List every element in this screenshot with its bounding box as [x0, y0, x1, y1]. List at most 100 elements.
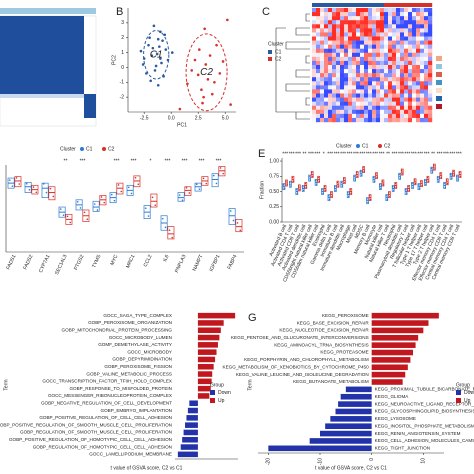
- jitter-dot: [195, 183, 198, 186]
- heatmap-cell: [404, 85, 409, 90]
- heatmap-cell: [352, 81, 357, 86]
- x-tick-label: 10: [421, 458, 427, 464]
- heatmap-cell: [348, 48, 353, 53]
- heatmap-cell: [352, 36, 357, 41]
- heatmap-cell: [388, 52, 393, 58]
- heatmap-cell: [380, 32, 385, 37]
- heatmap-cell: [420, 8, 425, 13]
- heatmap-cell: [344, 85, 349, 90]
- heatmap-cell: [404, 40, 409, 45]
- heatmap-cell: [332, 16, 337, 21]
- heatmap-cell: [364, 73, 369, 78]
- heatmap-cell: [356, 81, 361, 86]
- heatmap-cell: [380, 48, 385, 53]
- heatmap-cell: [392, 52, 397, 58]
- heatmap-cell: [348, 101, 353, 106]
- heatmap-cell: [428, 105, 433, 110]
- heatmap-cell: [328, 48, 333, 53]
- legend-marker: [356, 144, 360, 148]
- heatmap-cell: [356, 97, 361, 102]
- heatmap-cell: [356, 93, 361, 98]
- heatmap-cell: [380, 73, 385, 78]
- jitter-dot: [219, 167, 222, 169]
- bar: [340, 393, 372, 400]
- jitter-dot: [359, 170, 362, 173]
- heatmap-cell: [348, 77, 353, 82]
- heatmap-cell: [420, 89, 425, 94]
- heatmap-cell: [424, 8, 429, 13]
- heatmap-cell: [368, 93, 373, 98]
- jitter-dot: [414, 182, 417, 185]
- jitter-dot: [188, 192, 191, 194]
- jitter-dot: [349, 188, 352, 191]
- heatmap-cell: [428, 12, 433, 17]
- heatmap-cell: [372, 73, 377, 78]
- point: [164, 48, 168, 51]
- term-label: KEGG_GLIOMA: [375, 394, 410, 399]
- heatmap-cell: [352, 109, 357, 115]
- heatmap-cell: [416, 32, 421, 37]
- jitter-dot: [130, 192, 133, 195]
- heatmap-cell: [352, 117, 357, 123]
- bar: [371, 334, 419, 341]
- heatmap-cell: [420, 101, 425, 106]
- heatmap-cell: [376, 44, 381, 49]
- heatmap-cell: [400, 101, 405, 106]
- heatmap-cell: [324, 93, 329, 98]
- heatmap-cell: [360, 97, 365, 102]
- heatmap-cell: [344, 101, 349, 106]
- term-label: KEGG_METABOLISM_OF_XENOBIOTICS_BY_CYTOCH…: [223, 364, 370, 369]
- heatmap-cell: [416, 85, 421, 90]
- heatmap-cell: [356, 101, 361, 106]
- heatmap-cell: [428, 65, 433, 70]
- jitter-dot: [350, 192, 353, 195]
- heatmap-cell: [316, 93, 321, 98]
- panel-label: G: [248, 312, 257, 324]
- heatmap-cell: [388, 20, 393, 25]
- term-label: GOBP_DEPYRIMIDINATION: [112, 357, 172, 362]
- heatmap-cell: [428, 20, 433, 25]
- heatmap-cell: [408, 69, 413, 74]
- side-bar: [436, 96, 442, 101]
- jitter-dot: [292, 180, 295, 182]
- heatmap-cell: [312, 20, 317, 25]
- heatmap-cell: [352, 85, 357, 90]
- heatmap-cell: [324, 32, 329, 37]
- heatmap-cell: [348, 105, 353, 110]
- term-label: GOCC_MICROBODY: [127, 349, 172, 354]
- jitter-dot: [322, 192, 324, 195]
- heatmap-cell: [388, 101, 393, 106]
- bar: [197, 342, 218, 348]
- heatmap-cell: [368, 28, 373, 33]
- heatmap-cell: [388, 89, 393, 94]
- heatmap-cell: [336, 48, 341, 53]
- heatmap-cell: [392, 117, 397, 123]
- jitter-dot: [368, 194, 371, 197]
- heatmap-cell: [348, 85, 353, 90]
- heatmap-cell: [328, 105, 333, 110]
- heatmap-cell: [368, 20, 373, 25]
- heatmap-cell: [420, 113, 425, 119]
- heatmap-cell: [404, 56, 409, 62]
- heatmap-cell: [312, 56, 317, 62]
- heatmap-cell: [420, 69, 425, 74]
- heatmap-cell: [336, 93, 341, 98]
- heatmap-cell: [408, 48, 413, 53]
- heatmap-cell: [372, 93, 377, 98]
- heatmap-cell: [344, 73, 349, 78]
- heatmap-cell: [368, 12, 373, 17]
- heatmap-cell: [372, 28, 377, 33]
- heatmap-cell: [364, 69, 369, 74]
- heatmap-cell: [392, 69, 397, 74]
- jitter-dot: [290, 185, 292, 187]
- term-label: GOBP_REGULATION_OF_HOMOTYPIC_CELL_CELL_A…: [33, 444, 172, 449]
- heatmap-cell: [320, 24, 325, 29]
- heatmap-cell: [340, 85, 345, 90]
- jitter-dot: [147, 215, 150, 217]
- jitter-dot: [304, 182, 307, 185]
- heatmap-cell: [348, 65, 353, 70]
- jitter-dot: [440, 176, 443, 179]
- box: [24, 182, 32, 193]
- x-tick-label: CYP7A1: [38, 254, 52, 274]
- heatmap-cell: [348, 44, 353, 49]
